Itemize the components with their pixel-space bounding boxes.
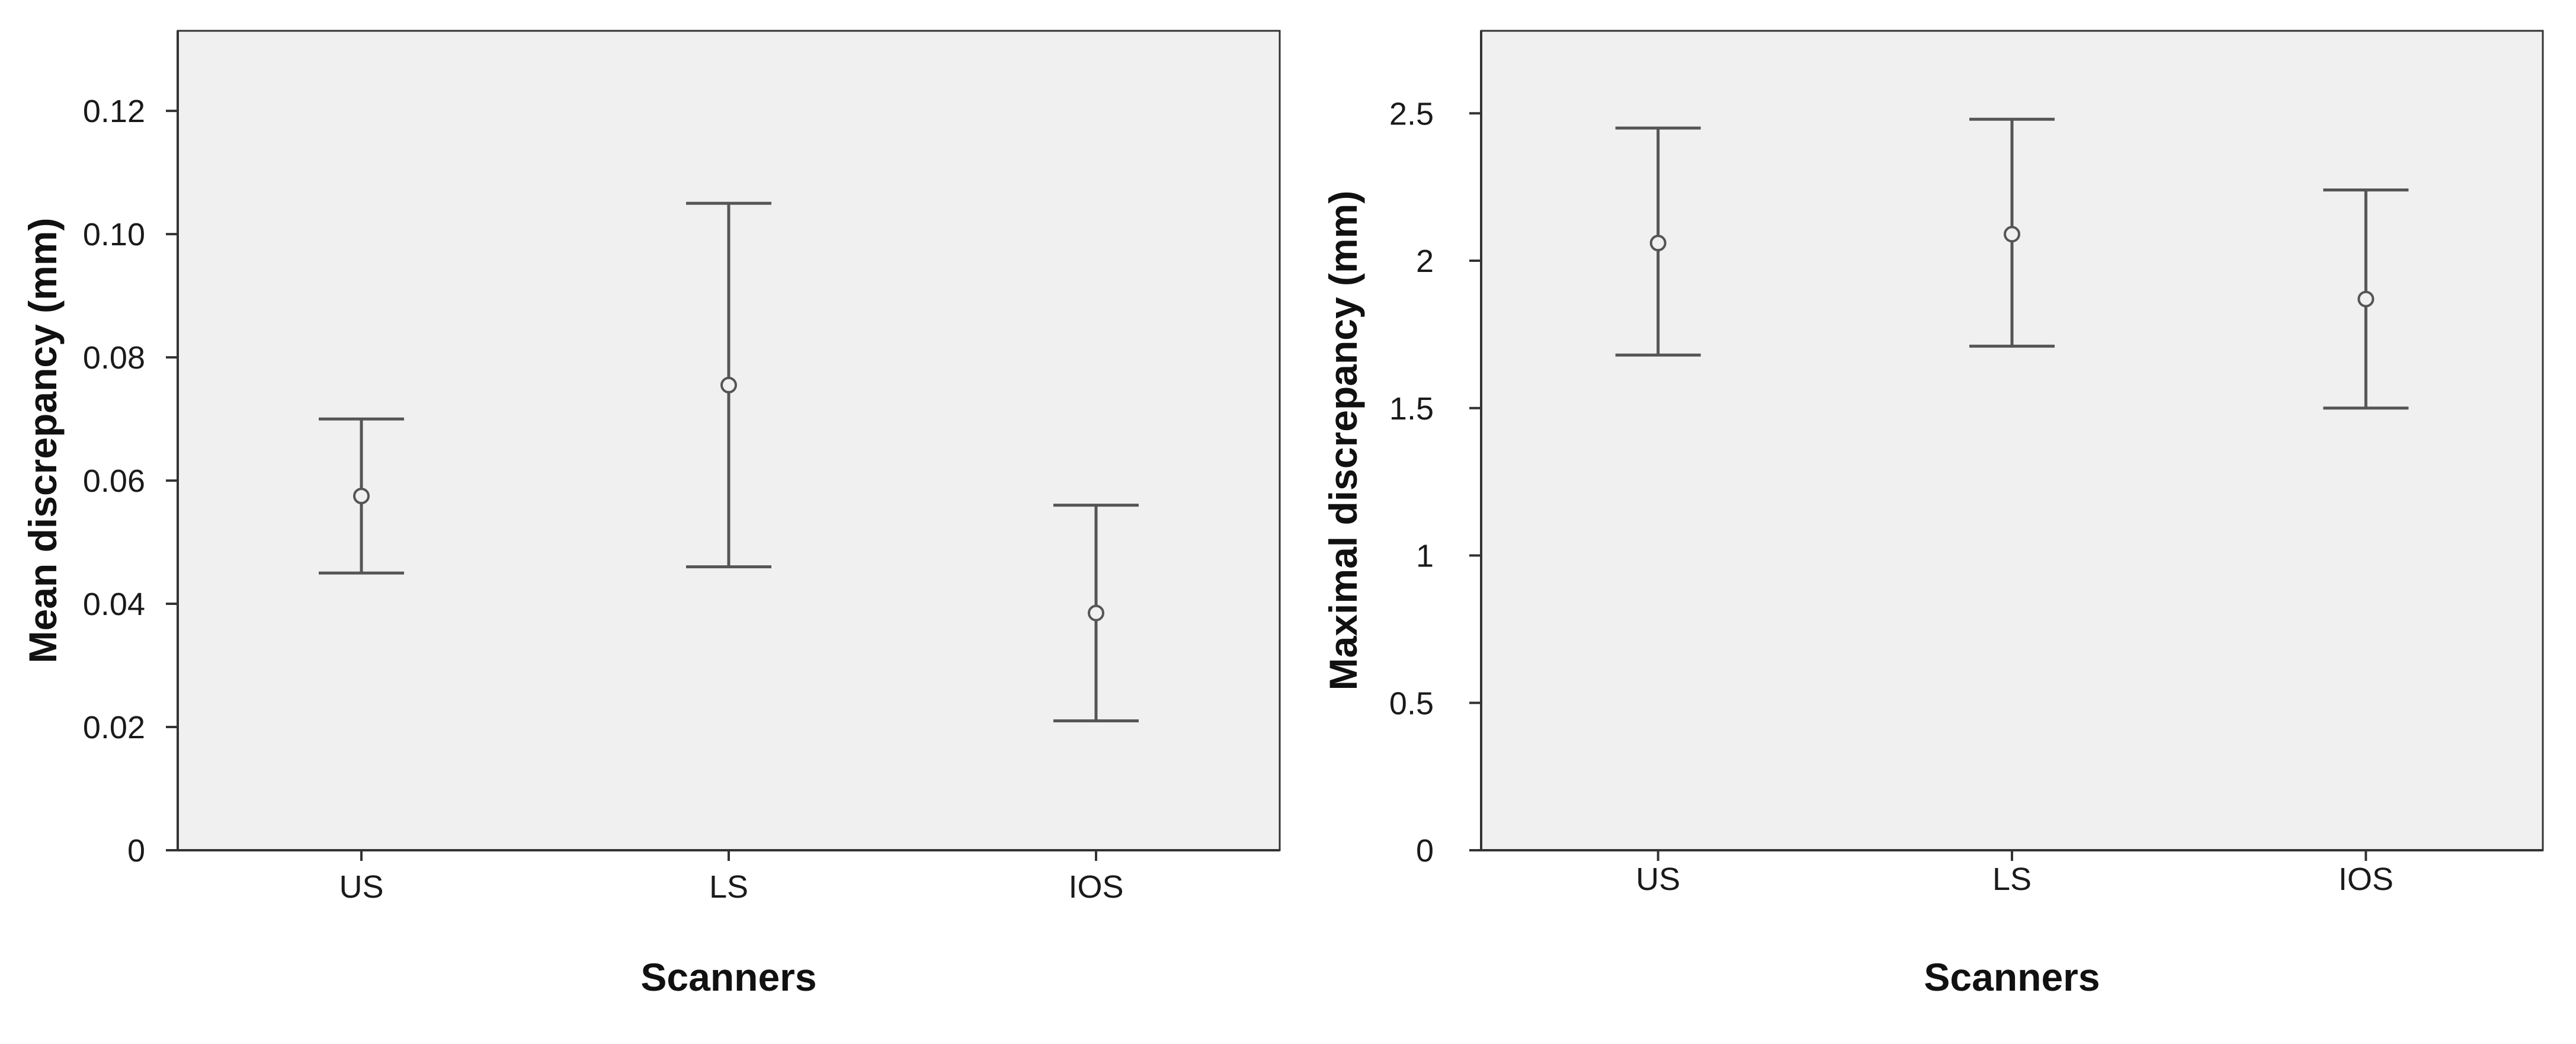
chart-1: 0 0.02 0.04 0.06 0.08 0.10 0.12 US LS IOS Mean dis… bbox=[21, 30, 1281, 999]
error-bar-ls bbox=[1969, 117, 2055, 348]
mean-marker bbox=[1649, 235, 1667, 252]
y-tick-label: 0.04 bbox=[83, 587, 145, 622]
y-axis-title: Maximal discrepancy (mm) bbox=[1321, 191, 1365, 691]
mean-marker bbox=[2357, 290, 2375, 308]
y-tick-label: 0 bbox=[1416, 833, 1434, 869]
x-tick-label-ls: LS bbox=[709, 869, 748, 905]
y-tick-label: 1.5 bbox=[1389, 391, 1434, 427]
mean-marker bbox=[720, 376, 737, 393]
x-tick-label-ios: IOS bbox=[1068, 869, 1123, 905]
error-bar-ios bbox=[1053, 504, 1139, 723]
mean-marker bbox=[353, 488, 370, 505]
y-axis-title: Mean discrepancy (mm) bbox=[21, 218, 65, 664]
x-tick-label-us: US bbox=[1636, 862, 1680, 897]
error-bar-us bbox=[319, 417, 404, 575]
y-tick-label: 0.08 bbox=[83, 340, 145, 376]
mean-marker-fill bbox=[1651, 236, 1665, 251]
mean-marker-fill bbox=[1089, 606, 1103, 620]
x-axis-title: Scanners bbox=[1924, 955, 2100, 999]
mean-marker-fill bbox=[722, 377, 736, 392]
error-bar-us bbox=[1615, 126, 1701, 357]
y-tick-label: 2.5 bbox=[1389, 96, 1434, 132]
y-tick-label: 1 bbox=[1416, 539, 1434, 574]
chart-2: 0 0.5 1 1.5 2 2.5 US LS IOS Maximal discrepancy (… bbox=[1321, 30, 2544, 999]
y-tick-label: 0.5 bbox=[1389, 686, 1434, 721]
mean-marker bbox=[1088, 604, 1104, 622]
error-bar-ios bbox=[2323, 188, 2409, 410]
y-tick-label: 0.02 bbox=[83, 710, 145, 745]
mean-marker bbox=[2004, 226, 2020, 243]
y-tick-label: 0.10 bbox=[83, 217, 145, 252]
x-tick-label-us: US bbox=[339, 869, 383, 905]
x-tick-label-ios: IOS bbox=[2338, 862, 2394, 897]
x-axis-title: Scanners bbox=[640, 955, 816, 999]
mean-marker-fill bbox=[2005, 227, 2019, 242]
y-tick-label: 0.06 bbox=[83, 463, 145, 499]
mean-marker-fill bbox=[354, 489, 369, 504]
x-tick-label-ls: LS bbox=[1992, 862, 2032, 897]
error-bar-ls bbox=[686, 201, 771, 569]
y-tick-label: 2 bbox=[1416, 244, 1434, 279]
y-tick-label: 0 bbox=[127, 833, 145, 869]
mean-marker-fill bbox=[2359, 292, 2373, 306]
y-tick-label: 0.12 bbox=[83, 94, 145, 129]
